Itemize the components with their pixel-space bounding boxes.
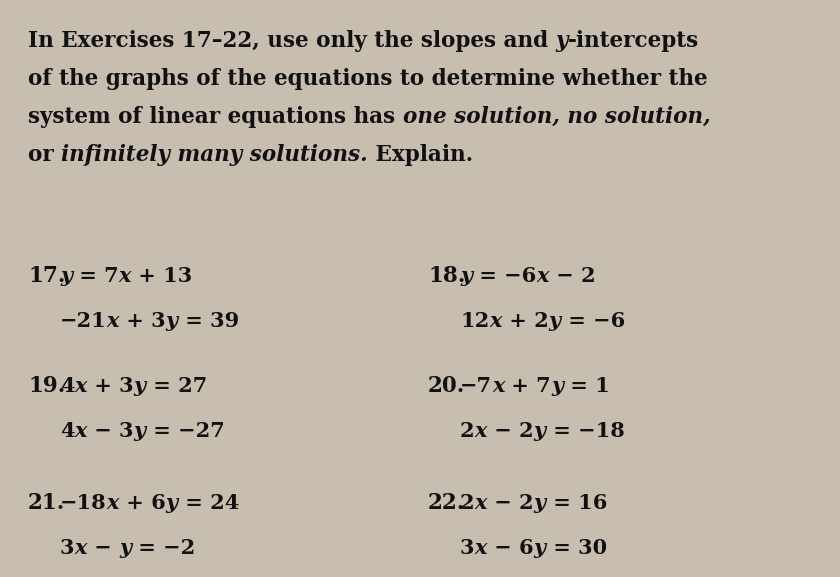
Text: + 2: + 2 — [501, 311, 549, 331]
Text: In Exercises 17–22, use only the slopes and: In Exercises 17–22, use only the slopes … — [28, 30, 555, 52]
Text: x: x — [489, 311, 501, 331]
Text: = 1: = 1 — [564, 376, 610, 396]
Text: x: x — [475, 421, 487, 441]
Text: 18.: 18. — [428, 265, 465, 287]
Text: = −18: = −18 — [546, 421, 625, 441]
Text: 17.: 17. — [28, 265, 66, 287]
Text: = 39: = 39 — [178, 311, 239, 331]
Text: x: x — [492, 376, 505, 396]
Text: + 3: + 3 — [87, 376, 134, 396]
Text: = 16: = 16 — [546, 493, 607, 513]
Text: = −2: = −2 — [131, 538, 196, 558]
Text: = −6: = −6 — [560, 311, 625, 331]
Text: x: x — [75, 421, 87, 441]
Text: + 7: + 7 — [505, 376, 551, 396]
Text: = −6: = −6 — [472, 266, 537, 286]
Text: −21: −21 — [60, 311, 107, 331]
Text: y: y — [134, 376, 146, 396]
Text: − 2: − 2 — [487, 421, 533, 441]
Text: − 6: − 6 — [487, 538, 533, 558]
Text: = −27: = −27 — [146, 421, 224, 441]
Text: y: y — [460, 266, 472, 286]
Text: y: y — [555, 30, 568, 52]
Text: 20.: 20. — [428, 375, 465, 397]
Text: x: x — [107, 311, 119, 331]
Text: x: x — [75, 376, 87, 396]
Text: + 13: + 13 — [131, 266, 192, 286]
Text: 3: 3 — [460, 538, 475, 558]
Text: or: or — [28, 144, 61, 166]
Text: x: x — [75, 538, 87, 558]
Text: -intercepts: -intercepts — [568, 30, 699, 52]
Text: = 27: = 27 — [146, 376, 207, 396]
Text: 4: 4 — [60, 421, 75, 441]
Text: y: y — [533, 538, 546, 558]
Text: y: y — [165, 311, 178, 331]
Text: system of linear equations has: system of linear equations has — [28, 106, 402, 128]
Text: = 30: = 30 — [546, 538, 606, 558]
Text: y: y — [119, 538, 131, 558]
Text: of the graphs of the equations to determine whether the: of the graphs of the equations to determ… — [28, 68, 707, 90]
Text: 4: 4 — [60, 376, 75, 396]
Text: infinitely many solutions.: infinitely many solutions. — [61, 144, 368, 166]
Text: 3: 3 — [60, 538, 75, 558]
Text: y: y — [134, 421, 146, 441]
Text: y: y — [533, 421, 546, 441]
Text: x: x — [475, 538, 487, 558]
Text: −: − — [87, 538, 119, 558]
Text: y: y — [165, 493, 178, 513]
Text: y: y — [60, 266, 72, 286]
Text: 12: 12 — [460, 311, 489, 331]
Text: −7: −7 — [460, 376, 492, 396]
Text: x: x — [107, 493, 119, 513]
Text: + 3: + 3 — [119, 311, 165, 331]
Text: Explain.: Explain. — [368, 144, 473, 166]
Text: 22.: 22. — [428, 492, 465, 514]
Text: x: x — [475, 493, 487, 513]
Text: − 3: − 3 — [87, 421, 134, 441]
Text: −18: −18 — [60, 493, 107, 513]
Text: y: y — [549, 311, 560, 331]
Text: = 7: = 7 — [72, 266, 118, 286]
Text: 2: 2 — [460, 493, 475, 513]
Text: − 2: − 2 — [549, 266, 596, 286]
Text: x: x — [537, 266, 549, 286]
Text: + 6: + 6 — [119, 493, 165, 513]
Text: one solution, no solution,: one solution, no solution, — [402, 106, 711, 128]
Text: = 24: = 24 — [178, 493, 239, 513]
Text: − 2: − 2 — [487, 493, 533, 513]
Text: 21.: 21. — [28, 492, 66, 514]
Text: y: y — [533, 493, 546, 513]
Text: y: y — [551, 376, 564, 396]
Text: 19.: 19. — [28, 375, 66, 397]
Text: x: x — [118, 266, 131, 286]
Text: 2: 2 — [460, 421, 475, 441]
